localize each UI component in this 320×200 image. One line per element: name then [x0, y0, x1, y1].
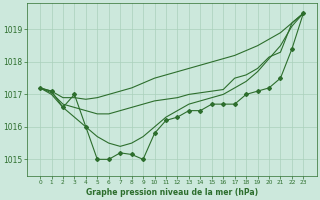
X-axis label: Graphe pression niveau de la mer (hPa): Graphe pression niveau de la mer (hPa): [86, 188, 258, 197]
